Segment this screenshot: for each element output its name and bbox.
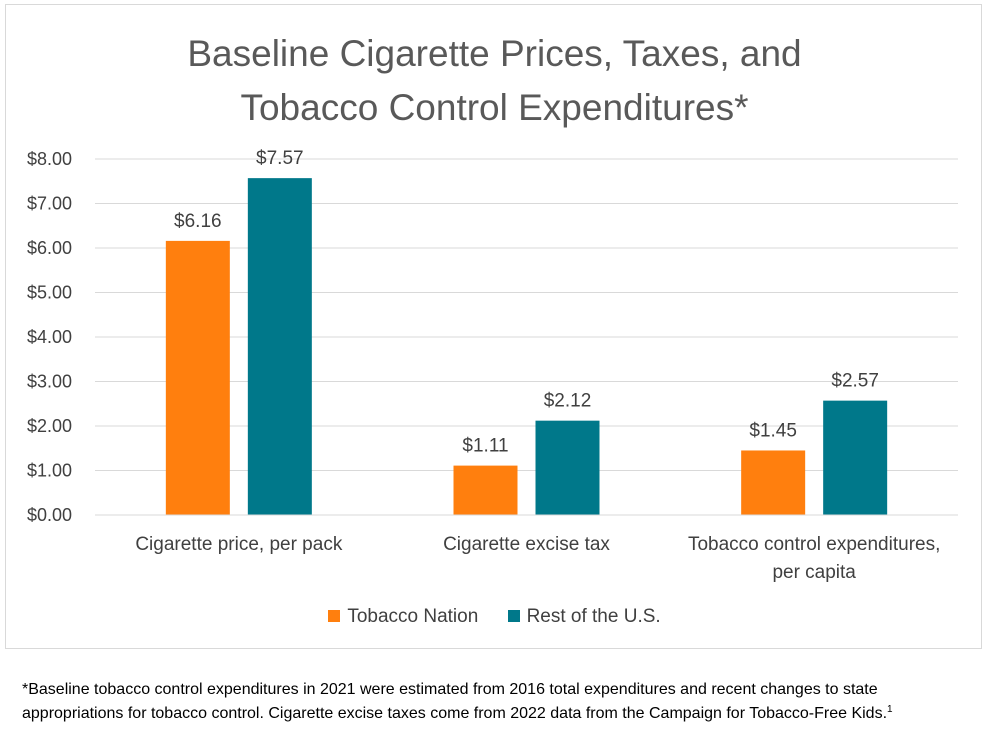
y-tick-label: $1.00 xyxy=(27,461,72,481)
legend-label-rest-of-us: Rest of the U.S. xyxy=(526,606,661,627)
chart-area: Baseline Cigarette Prices, Taxes, and To… xyxy=(5,4,982,649)
bar-value-label: $1.45 xyxy=(749,420,797,441)
bar xyxy=(823,400,888,515)
bar xyxy=(453,465,518,515)
legend-swatch-rest-of-us xyxy=(507,610,520,622)
y-tick-label: $6.00 xyxy=(27,238,72,258)
x-category-label: Cigarette price, per pack xyxy=(135,534,342,555)
legend-item-tobacco-nation: Tobacco Nation xyxy=(328,606,478,628)
legend-label-tobacco-nation: Tobacco Nation xyxy=(347,606,479,627)
y-tick-label: $8.00 xyxy=(27,149,72,169)
legend-item-rest-of-us: Rest of the U.S. xyxy=(507,606,661,628)
bar xyxy=(247,178,312,515)
bar-value-label: $6.16 xyxy=(174,211,222,232)
footnote: *Baseline tobacco control expenditures i… xyxy=(22,678,922,726)
footnote-text: *Baseline tobacco control expenditures i… xyxy=(22,681,888,722)
y-tick-label: $7.00 xyxy=(27,194,72,214)
bar-value-label: $7.57 xyxy=(256,148,304,169)
chart-legend: Tobacco Nation Rest of the U.S. xyxy=(6,606,983,628)
x-category-label: per capita xyxy=(772,562,856,583)
y-tick-label: $0.00 xyxy=(27,505,72,525)
bar xyxy=(535,420,600,515)
y-tick-label: $4.00 xyxy=(27,327,72,347)
bar xyxy=(165,240,230,515)
chart-title: Baseline Cigarette Prices, Taxes, and To… xyxy=(6,27,983,135)
footnote-superscript: 1 xyxy=(887,704,893,715)
bar-value-label: $2.12 xyxy=(544,391,592,412)
x-category-label: Cigarette excise tax xyxy=(443,534,610,555)
legend-swatch-tobacco-nation xyxy=(328,610,341,622)
y-tick-label: $3.00 xyxy=(27,372,72,392)
chart-title-line-2: Tobacco Control Expenditures* xyxy=(240,87,749,128)
bar xyxy=(741,450,806,515)
bar-value-label: $1.11 xyxy=(462,436,508,457)
chart-title-line-1: Baseline Cigarette Prices, Taxes, and xyxy=(187,33,802,74)
y-tick-label: $2.00 xyxy=(27,416,72,436)
bar-chart-plot: $0.00 $1.00 $2.00 $3.00 $4.00 $5.00 $6.00 $7.00… xyxy=(27,148,958,583)
y-tick-label: $5.00 xyxy=(27,283,72,303)
bar-value-label: $2.57 xyxy=(831,371,879,392)
x-category-label: Tobacco control expenditures, xyxy=(688,534,940,555)
